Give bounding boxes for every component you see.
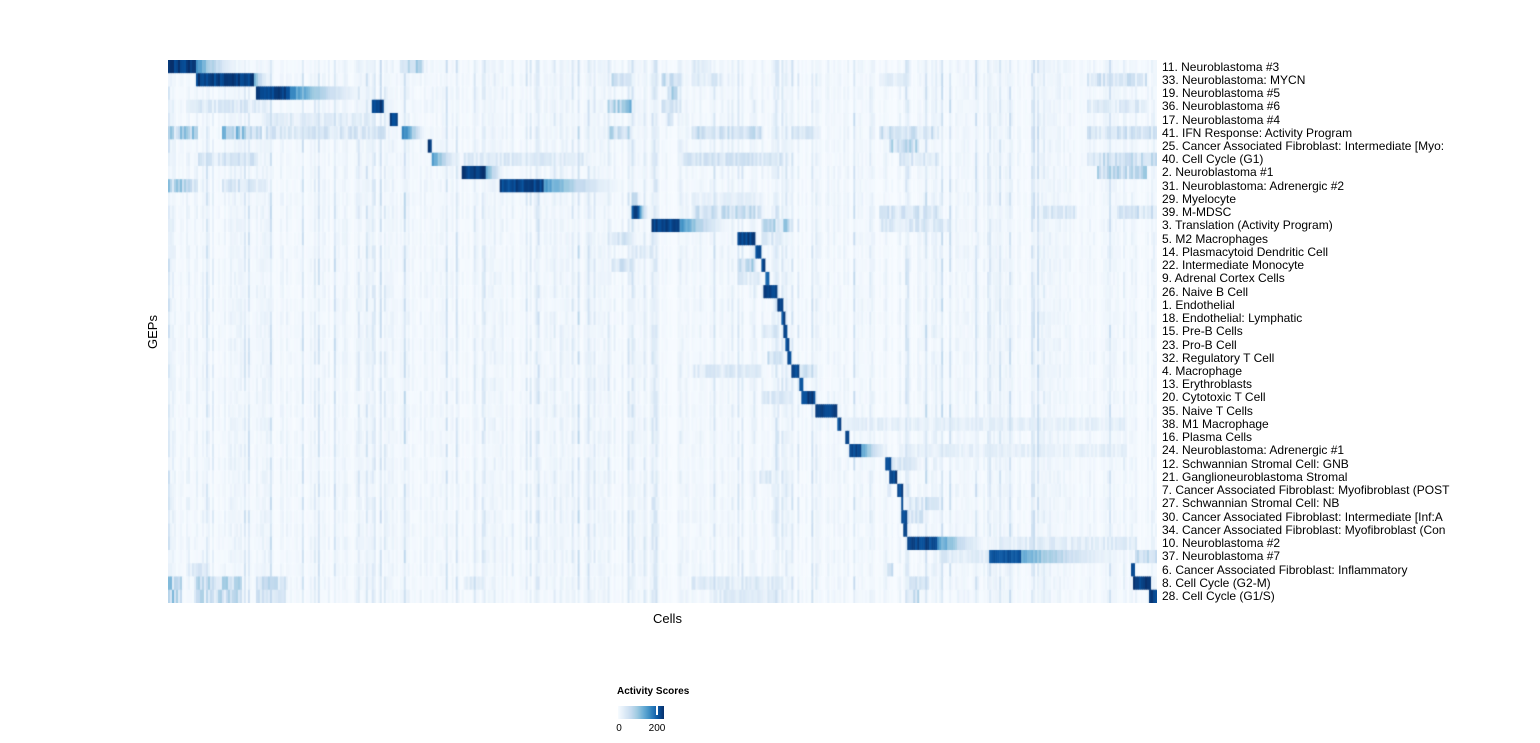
row-label: 1. Endothelial	[1162, 297, 1235, 312]
row-label: 5. M2 Macrophages	[1162, 231, 1269, 246]
row-label: 35. Naive T Cells	[1162, 403, 1253, 418]
row-label: 39. M-MDSC	[1162, 205, 1232, 220]
row-label: 9. Adrenal Cortex Cells	[1162, 271, 1285, 286]
row-label: 19. Neuroblastoma #5	[1162, 86, 1281, 101]
row-label: 3. Translation (Activity Program)	[1162, 218, 1333, 233]
row-label: 41. IFN Response: Activity Program	[1162, 125, 1353, 140]
row-label: 8. Cell Cycle (G2-M)	[1162, 575, 1271, 590]
row-label: 29. Myelocyte	[1162, 191, 1237, 206]
row-label: 4. Macrophage	[1162, 364, 1243, 378]
row-label: 15. Pre-B Cells	[1162, 324, 1243, 339]
row-label: 11. Neuroblastoma #3	[1162, 59, 1280, 74]
row-label: 18. Endothelial: Lymphatic	[1162, 311, 1303, 326]
row-label: 40. Cell Cycle (G1)	[1162, 152, 1264, 167]
row-label: 10. Neuroblastoma #2	[1162, 536, 1281, 551]
row-label: 13. Erythroblasts	[1162, 377, 1253, 392]
row-label: 28. Cell Cycle (G1/S)	[1162, 588, 1275, 603]
row-label: 36. Neuroblastoma #6	[1162, 99, 1281, 114]
row-label: 33. Neuroblastoma: MYCN	[1162, 72, 1306, 87]
row-label: 6. Cancer Associated Fibroblast: Inflamm…	[1162, 562, 1408, 577]
row-label: 22. Intermediate Monocyte	[1162, 258, 1305, 273]
row-label: 7. Cancer Associated Fibroblast: Myofibr…	[1162, 483, 1450, 498]
row-label: 32. Regulatory T Cell	[1162, 350, 1275, 365]
row-labels: 11. Neuroblastoma #3 33. Neuroblastoma: M…	[1162, 60, 1449, 603]
row-label: 38. M1 Macrophage	[1162, 416, 1269, 431]
row-label: 31. Neuroblastoma: Adrenergic #2	[1162, 178, 1345, 193]
row-label: 16. Plasma Cells	[1162, 430, 1253, 445]
row-label: 27. Schwannian Stromal Cell: NB	[1162, 496, 1340, 511]
row-label: 26. Naive B Cell	[1162, 284, 1249, 299]
legend-tick-mark	[656, 706, 658, 715]
heatmap-canvas	[168, 60, 1157, 603]
row-label: 20. Cytotoxic T Cell	[1162, 390, 1266, 405]
row-label: 34. Cancer Associated Fibroblast: Myofib…	[1162, 522, 1446, 537]
row-label: 37. Neuroblastoma #7	[1162, 549, 1281, 564]
legend-colorbar	[618, 706, 664, 719]
x-axis-label: Cells	[653, 611, 682, 626]
row-label: 23. Pro-B Cell	[1162, 337, 1237, 352]
row-label: 25. Cancer Associated Fibroblast: Interm…	[1162, 139, 1445, 154]
row-label: 30. Cancer Associated Fibroblast: Interm…	[1162, 509, 1443, 524]
row-label: 2. Neuroblastoma #1	[1162, 165, 1274, 180]
legend-min-label: 0	[616, 723, 622, 734]
row-label: 14. Plasmacytoid Dendritic Cell	[1162, 244, 1329, 259]
row-label: 21. Ganglioneuroblastoma Stromal	[1162, 469, 1348, 484]
row-label: 12. Schwannian Stromal Cell: GNB	[1162, 456, 1349, 471]
row-label: 24. Neuroblastoma: Adrenergic #1	[1162, 443, 1345, 458]
legend-max-label: 200	[648, 723, 666, 734]
y-axis-label: GEPs	[144, 315, 160, 349]
row-label: 17. Neuroblastoma #4	[1162, 112, 1281, 127]
legend-title: Activity Scores	[617, 686, 690, 697]
